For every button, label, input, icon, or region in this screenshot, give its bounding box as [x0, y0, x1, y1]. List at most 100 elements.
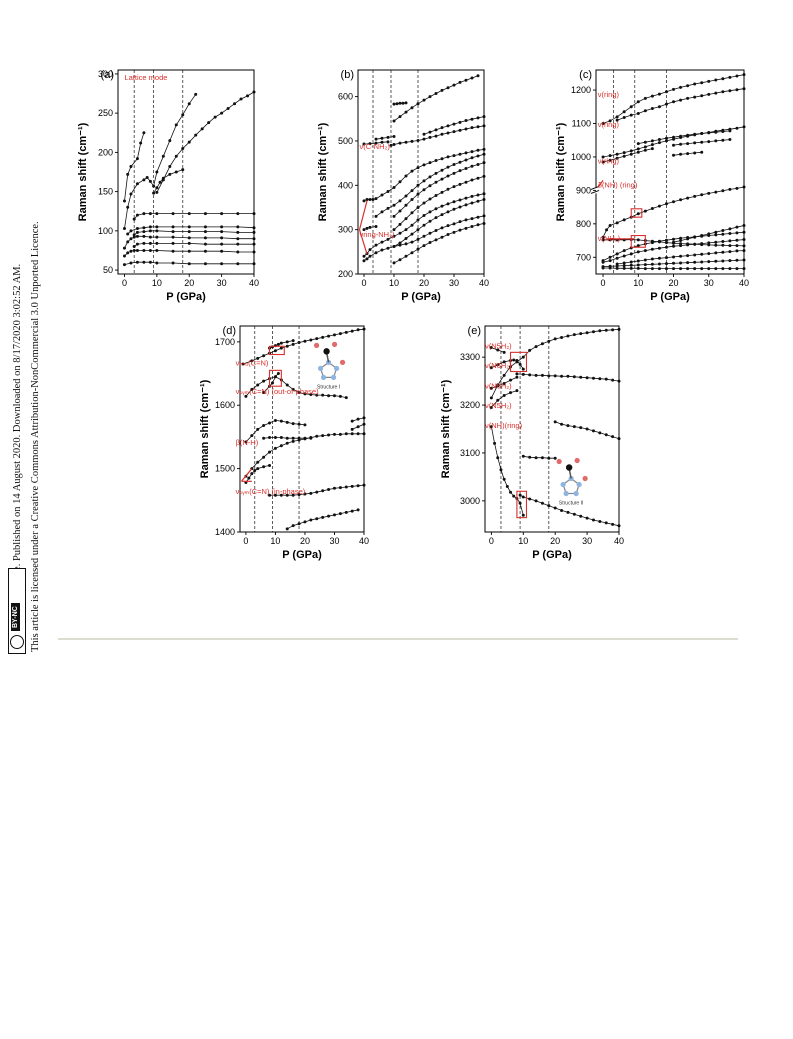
- data-point-d-2-11: [309, 392, 313, 396]
- cc-icon: [10, 635, 24, 649]
- data-point-c-12-10: [686, 254, 690, 258]
- series-line-b-13: [363, 215, 485, 262]
- data-point-d-2-10: [303, 392, 307, 396]
- data-point-c-1-4: [643, 109, 647, 113]
- data-point-c-14-10: [672, 267, 676, 271]
- data-point-c-2-5: [636, 147, 640, 151]
- data-point-c-2-0: [601, 155, 605, 159]
- data-point-a-3-6: [181, 168, 185, 172]
- data-point-b-6-1: [365, 197, 369, 201]
- data-point-e-2-1: [496, 363, 500, 367]
- data-point-a-2-6: [194, 133, 198, 137]
- annotation-c-4: ν(NH₂): [598, 234, 621, 243]
- data-point-b-8-4: [416, 192, 420, 196]
- data-point-e-9-15: [611, 522, 615, 526]
- data-point-b-4-1: [395, 102, 399, 106]
- data-point-b-9-9: [446, 187, 450, 191]
- molecule-atom-e-2: [573, 490, 579, 497]
- cc-license-badge[interactable]: BY-NC: [8, 568, 26, 654]
- data-point-c-11-14: [700, 242, 704, 246]
- data-point-c-3-6: [679, 134, 683, 138]
- molecule-label-e: Structure II: [559, 500, 583, 506]
- data-point-d-10-9: [321, 489, 325, 493]
- data-point-c-0-4: [629, 105, 633, 109]
- data-point-b-12-5: [422, 223, 426, 227]
- data-point-c-14-12: [686, 267, 690, 271]
- data-point-a-8-3: [148, 241, 152, 245]
- y-tick-label-d-0: 1400: [215, 527, 235, 537]
- data-point-a-10-6: [171, 261, 175, 265]
- data-point-b-11-0: [362, 254, 366, 258]
- data-point-b-14-10: [452, 230, 456, 234]
- data-point-c-7-15: [700, 193, 704, 197]
- data-point-c-3-4: [664, 136, 668, 140]
- x-tick-label-e-3: 30: [582, 536, 592, 546]
- data-point-d-5-17: [344, 432, 348, 436]
- data-point-c-7-3: [615, 221, 619, 225]
- data-point-c-6-0: [672, 153, 676, 157]
- data-point-c-8-8: [728, 227, 732, 231]
- data-point-d-10-12: [338, 486, 342, 490]
- x-tick-label-a-3: 30: [217, 278, 227, 288]
- data-point-b-5-3: [440, 126, 444, 130]
- data-point-d-11-12: [356, 508, 360, 512]
- data-point-d-9-4: [256, 467, 260, 471]
- data-point-c-5-4: [629, 152, 633, 156]
- data-point-c-12-1: [622, 261, 626, 265]
- data-point-b-6-20: [470, 150, 474, 154]
- data-point-d-6-2: [273, 436, 277, 440]
- data-point-c-3-12: [721, 130, 725, 134]
- data-point-c-12-3: [636, 259, 640, 263]
- data-point-e-9-4: [540, 501, 544, 505]
- data-point-b-3-6: [428, 95, 432, 99]
- x-tick-label-b-0: 0: [361, 278, 366, 288]
- data-point-c-10-5: [636, 244, 640, 248]
- data-point-b-13-16: [452, 222, 456, 226]
- data-point-a-7-8: [171, 235, 175, 239]
- x-tick-label-d-2: 20: [300, 536, 310, 546]
- y-tick-label-c-3: 1000: [571, 152, 591, 162]
- data-point-d-6-0: [262, 436, 266, 440]
- data-point-c-5-7: [650, 147, 654, 151]
- data-point-b-12-11: [458, 205, 462, 209]
- data-point-c-14-6: [643, 267, 647, 271]
- data-point-c-3-0: [636, 142, 640, 146]
- panel-label-a: (a): [101, 69, 114, 81]
- plot-frame-b: [357, 69, 485, 275]
- data-point-b-6-9: [404, 174, 408, 178]
- data-point-a-7-9: [187, 236, 191, 240]
- annotation-a-0: Lattice mode: [124, 73, 167, 82]
- series-line-e-8: [491, 426, 524, 516]
- data-point-c-11-12: [686, 243, 690, 247]
- data-point-d-0-8: [291, 342, 295, 346]
- data-point-c-1-17: [735, 88, 739, 92]
- data-point-d-2-15: [332, 394, 336, 398]
- annotation-c-1: ν(ring): [598, 120, 620, 129]
- data-point-b-13-10: [416, 237, 420, 241]
- data-point-b-1-15: [476, 125, 480, 129]
- data-point-e-0-13: [572, 333, 576, 337]
- data-point-d-11-5: [315, 517, 319, 521]
- data-point-a-3-2: [158, 180, 162, 184]
- data-point-b-5-5: [452, 122, 456, 126]
- x-tick-label-d-0: 0: [243, 536, 248, 546]
- data-point-c-7-2: [608, 224, 612, 228]
- data-point-d-5-6: [279, 444, 283, 448]
- data-point-d-11-11: [350, 509, 354, 513]
- data-point-c-14-18: [728, 267, 732, 271]
- data-point-c-0-0: [601, 122, 605, 126]
- data-point-d-6-1: [268, 436, 272, 440]
- data-point-a-3-0: [152, 191, 156, 195]
- data-point-b-12-14: [476, 199, 480, 203]
- data-point-c-1-0: [615, 118, 619, 122]
- data-point-d-11-6: [321, 515, 325, 519]
- data-point-c-11-6: [643, 249, 647, 253]
- data-point-b-13-17: [458, 220, 462, 224]
- data-point-c-11-11: [679, 244, 683, 248]
- data-point-c-13-6: [643, 263, 647, 267]
- data-point-b-1-10: [446, 131, 450, 135]
- molecule-h-atom-e-1: [574, 457, 580, 464]
- y-tick-label-e-2: 3200: [460, 400, 480, 410]
- data-point-e-0-12: [566, 334, 570, 338]
- data-point-c-10-3: [622, 249, 626, 253]
